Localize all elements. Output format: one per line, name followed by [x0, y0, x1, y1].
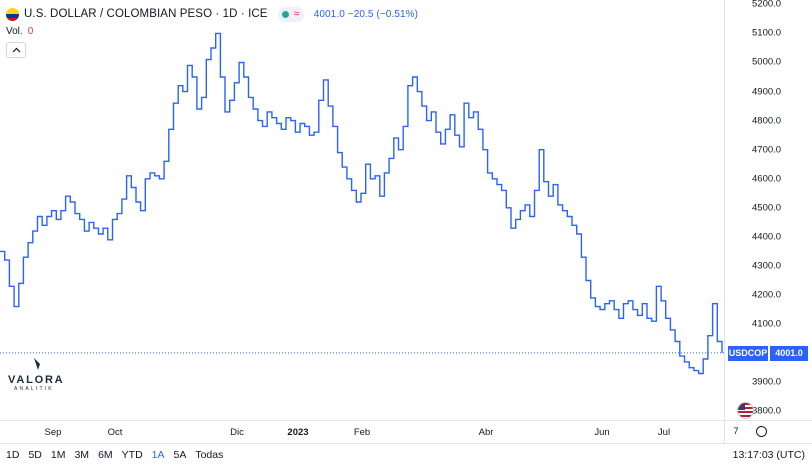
chart-header: U.S. DOLLAR / COLOMBIAN PESO · 1D · ICE …: [6, 5, 418, 23]
price-series-line: [0, 32, 723, 375]
price-tick-label: 4700.0: [752, 144, 782, 156]
price-tick-label: 4400.0: [752, 231, 782, 243]
period-button-5d[interactable]: 5D: [28, 449, 42, 461]
collapse-button[interactable]: [6, 42, 26, 58]
settings-gear-icon[interactable]: [756, 426, 767, 437]
symbol-title[interactable]: U.S. DOLLAR / COLOMBIAN PESO · 1D · ICE: [24, 8, 268, 20]
period-button-6m[interactable]: 6M: [98, 449, 113, 461]
logo-name: VALORA: [8, 374, 65, 386]
colombia-flag-icon: [6, 7, 19, 21]
price-axis[interactable]: 5200.0 5100.0 5000.0 4900.0 4800.0 4700.0 4600…: [724, 0, 812, 420]
axis-corner: [724, 420, 812, 443]
last-price-tag: 4001.0: [770, 345, 808, 361]
market-status-pill[interactable]: ≈: [277, 6, 304, 22]
price-chart-svg: [0, 32, 724, 375]
period-button-5a[interactable]: 5A: [173, 449, 187, 461]
time-tick-label: Dic: [230, 427, 244, 438]
price-tick-label: 5200.0: [752, 0, 782, 10]
time-tick-label: Feb: [353, 427, 371, 438]
price-tick-label: 4800.0: [752, 115, 782, 127]
volume-indicator[interactable]: Vol. 0: [6, 26, 33, 37]
collapse-chevron-icon: [12, 47, 20, 53]
valora-logo: VALORA ANALITIK: [8, 358, 64, 392]
utc-clock[interactable]: 13:17:03 (UTC): [732, 449, 805, 461]
period-selector: 1D 5D 1M 3M 6M YTD 1A 5A Todas: [6, 449, 232, 461]
price-chart[interactable]: [0, 0, 724, 420]
price-tick-label: 3900.0: [752, 376, 782, 388]
price-tick-label: 4600.0: [752, 173, 782, 185]
time-tick-label: Oct: [107, 427, 123, 438]
price-change-quote: 4001.0 −20.5 (−0.51%): [313, 8, 419, 20]
price-tick-label: 5000.0: [752, 56, 782, 68]
time-tick-label: Sep: [44, 427, 62, 438]
wave-icon: ≈: [293, 7, 300, 20]
volume-value: 0: [27, 26, 34, 37]
time-tick-label: Jul: [657, 427, 671, 438]
price-tick-label: 4300.0: [752, 260, 782, 272]
price-tick-label: 4500.0: [752, 202, 782, 214]
time-tick-label: 2023: [287, 427, 309, 438]
price-tick-label: 4100.0: [752, 318, 782, 330]
bottom-toolbar: 1D 5D 1M 3M 6M YTD 1A 5A Todas 13:17:03 (UTC): [0, 443, 812, 466]
logo-sub: ANALITIK: [14, 386, 54, 392]
price-tick-label: 5100.0: [752, 27, 782, 39]
period-button-ytd[interactable]: YTD: [121, 449, 143, 461]
time-tick-label: 7: [733, 426, 739, 437]
symbol-price-tag: USDCOP: [728, 345, 768, 361]
valora-logo-mark: [34, 358, 42, 370]
time-tick-label: Abr: [478, 427, 494, 438]
price-tick-label: 4900.0: [752, 86, 782, 98]
period-button-1m[interactable]: 1M: [50, 449, 66, 461]
price-tick-label: 4200.0: [752, 289, 782, 301]
period-button-todas[interactable]: Todas: [195, 449, 224, 461]
period-button-1d[interactable]: 1D: [6, 449, 20, 461]
period-button-1a[interactable]: 1A: [151, 449, 165, 461]
volume-label: Vol.: [6, 26, 23, 37]
us-flag-icon[interactable]: [737, 402, 754, 419]
time-tick-label: Jun: [594, 427, 610, 438]
market-status-dot-icon: [281, 10, 289, 18]
time-axis[interactable]: Sep Oct Dic 2023 Feb Abr Jun Jul: [0, 420, 724, 443]
period-button-3m[interactable]: 3M: [74, 449, 90, 461]
price-tick-label: 3800.0: [752, 405, 782, 417]
